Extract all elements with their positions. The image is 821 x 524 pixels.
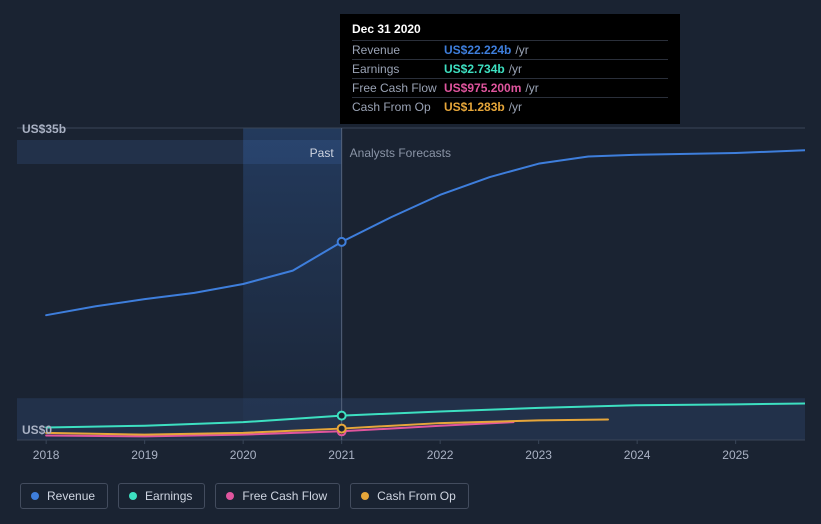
x-axis-label: 2022 — [427, 448, 454, 462]
chart-tooltip: Dec 31 2020 RevenueUS$22.224b/yrEarnings… — [340, 14, 680, 124]
tooltip-row-unit: /yr — [509, 62, 522, 76]
tooltip-row-label: Earnings — [352, 62, 444, 76]
x-axis-label: 2021 — [328, 448, 355, 462]
chart-legend: Revenue Earnings Free Cash Flow Cash From O… — [20, 483, 469, 509]
tooltip-rows: RevenueUS$22.224b/yrEarningsUS$2.734b/yr… — [352, 40, 668, 116]
legend-dot-icon — [226, 492, 234, 500]
tooltip-row-value: US$975.200m — [444, 81, 521, 95]
legend-item-revenue[interactable]: Revenue — [20, 483, 108, 509]
tooltip-row-label: Revenue — [352, 43, 444, 57]
legend-dot-icon — [31, 492, 39, 500]
past-label: Past — [310, 146, 334, 160]
tooltip-row-label: Free Cash Flow — [352, 81, 444, 95]
x-axis-label: 2018 — [33, 448, 60, 462]
x-axis-label: 2019 — [131, 448, 158, 462]
legend-item-cash-from-op[interactable]: Cash From Op — [350, 483, 469, 509]
legend-label: Revenue — [47, 489, 95, 503]
forecast-label: Analysts Forecasts — [350, 146, 451, 160]
legend-label: Earnings — [145, 489, 192, 503]
legend-item-earnings[interactable]: Earnings — [118, 483, 205, 509]
x-axis-label: 2020 — [230, 448, 257, 462]
legend-item-free-cash-flow[interactable]: Free Cash Flow — [215, 483, 340, 509]
x-axis-label: 2023 — [525, 448, 552, 462]
legend-dot-icon — [361, 492, 369, 500]
y-axis-label: US$35b — [22, 122, 66, 136]
tooltip-row-value: US$22.224b — [444, 43, 511, 57]
tooltip-row-unit: /yr — [525, 81, 538, 95]
y-axis-label: US$0 — [22, 423, 52, 437]
x-axis-label: 2025 — [722, 448, 749, 462]
tooltip-row-value: US$2.734b — [444, 62, 505, 76]
tooltip-row-label: Cash From Op — [352, 100, 444, 114]
tooltip-row: Cash From OpUS$1.283b/yr — [352, 97, 668, 116]
x-axis-label: 2024 — [624, 448, 651, 462]
legend-dot-icon — [129, 492, 137, 500]
tooltip-row: RevenueUS$22.224b/yr — [352, 40, 668, 59]
tooltip-row: EarningsUS$2.734b/yr — [352, 59, 668, 78]
tooltip-row-unit: /yr — [509, 100, 522, 114]
legend-label: Free Cash Flow — [242, 489, 327, 503]
tooltip-row-unit: /yr — [515, 43, 528, 57]
tooltip-row-value: US$1.283b — [444, 100, 505, 114]
legend-label: Cash From Op — [377, 489, 456, 503]
tooltip-date: Dec 31 2020 — [352, 22, 668, 36]
tooltip-row: Free Cash FlowUS$975.200m/yr — [352, 78, 668, 97]
